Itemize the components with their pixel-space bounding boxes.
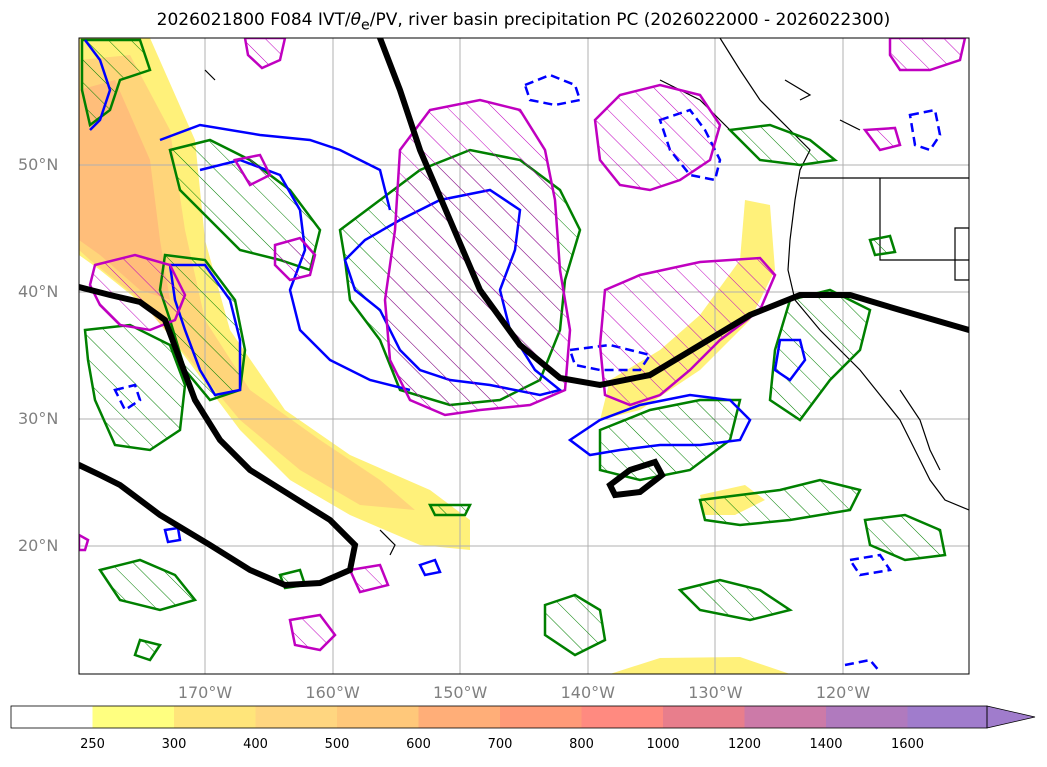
colorbar-segment xyxy=(581,706,664,728)
map-title: 2026021800 F084 IVT/θe/PV, river basin p… xyxy=(156,10,891,34)
colorbar-tick-label: 800 xyxy=(569,737,594,752)
colorbar-tick-label: 1200 xyxy=(727,737,762,752)
map-frame xyxy=(78,37,970,675)
colorbar-tick-label: 700 xyxy=(487,737,513,752)
colorbar-segment xyxy=(500,706,582,728)
colorbar-segment xyxy=(744,706,827,728)
lon-tick-label: 130°W xyxy=(688,683,743,702)
colorbar-segment xyxy=(907,706,990,728)
colorbar-tick-label: 1000 xyxy=(646,737,680,752)
lat-tick-label: 50°N xyxy=(18,155,59,174)
lat-tick-label: 30°N xyxy=(18,409,59,428)
colorbar-tick-label: 400 xyxy=(243,737,268,752)
ivt-blob-bottom xyxy=(610,657,790,674)
colorbar-segment xyxy=(174,706,256,728)
pv-thick-lines xyxy=(79,38,969,589)
ivt-plume-west-core xyxy=(79,80,170,300)
colorbar-segment xyxy=(826,706,908,728)
lon-tick-label: 170°W xyxy=(177,683,233,702)
colorbar-segment xyxy=(11,706,93,728)
lat-tick-label: 20°N xyxy=(18,536,59,555)
colorbar-segment xyxy=(663,706,745,728)
colorbar-tick-label: 250 xyxy=(80,737,105,752)
ivt-plume-west-mid xyxy=(79,55,415,510)
lon-tick-label: 150°W xyxy=(433,683,488,702)
lat-tick-label: 40°N xyxy=(18,282,59,301)
lon-tick-label: 160°W xyxy=(305,683,360,702)
colorbar-segment xyxy=(255,706,338,728)
colorbar-segment xyxy=(337,706,419,728)
pv-anomaly-contours xyxy=(79,38,967,652)
lon-tick-label: 120°W xyxy=(815,683,871,702)
colorbar-tick-label: 1400 xyxy=(809,737,843,752)
colorbar-tick-label: 500 xyxy=(324,737,350,752)
colorbar-segment xyxy=(92,706,175,728)
lon-tick-label: 140°W xyxy=(560,683,615,702)
colorbar-tick-label: 300 xyxy=(161,737,187,752)
colorbar xyxy=(10,705,1036,729)
colorbar-extend-arrow xyxy=(986,705,1036,729)
colorbar-tick-label: 600 xyxy=(406,737,431,752)
colorbar-segment xyxy=(418,706,501,728)
colorbar-tick-label: 1600 xyxy=(890,737,925,752)
